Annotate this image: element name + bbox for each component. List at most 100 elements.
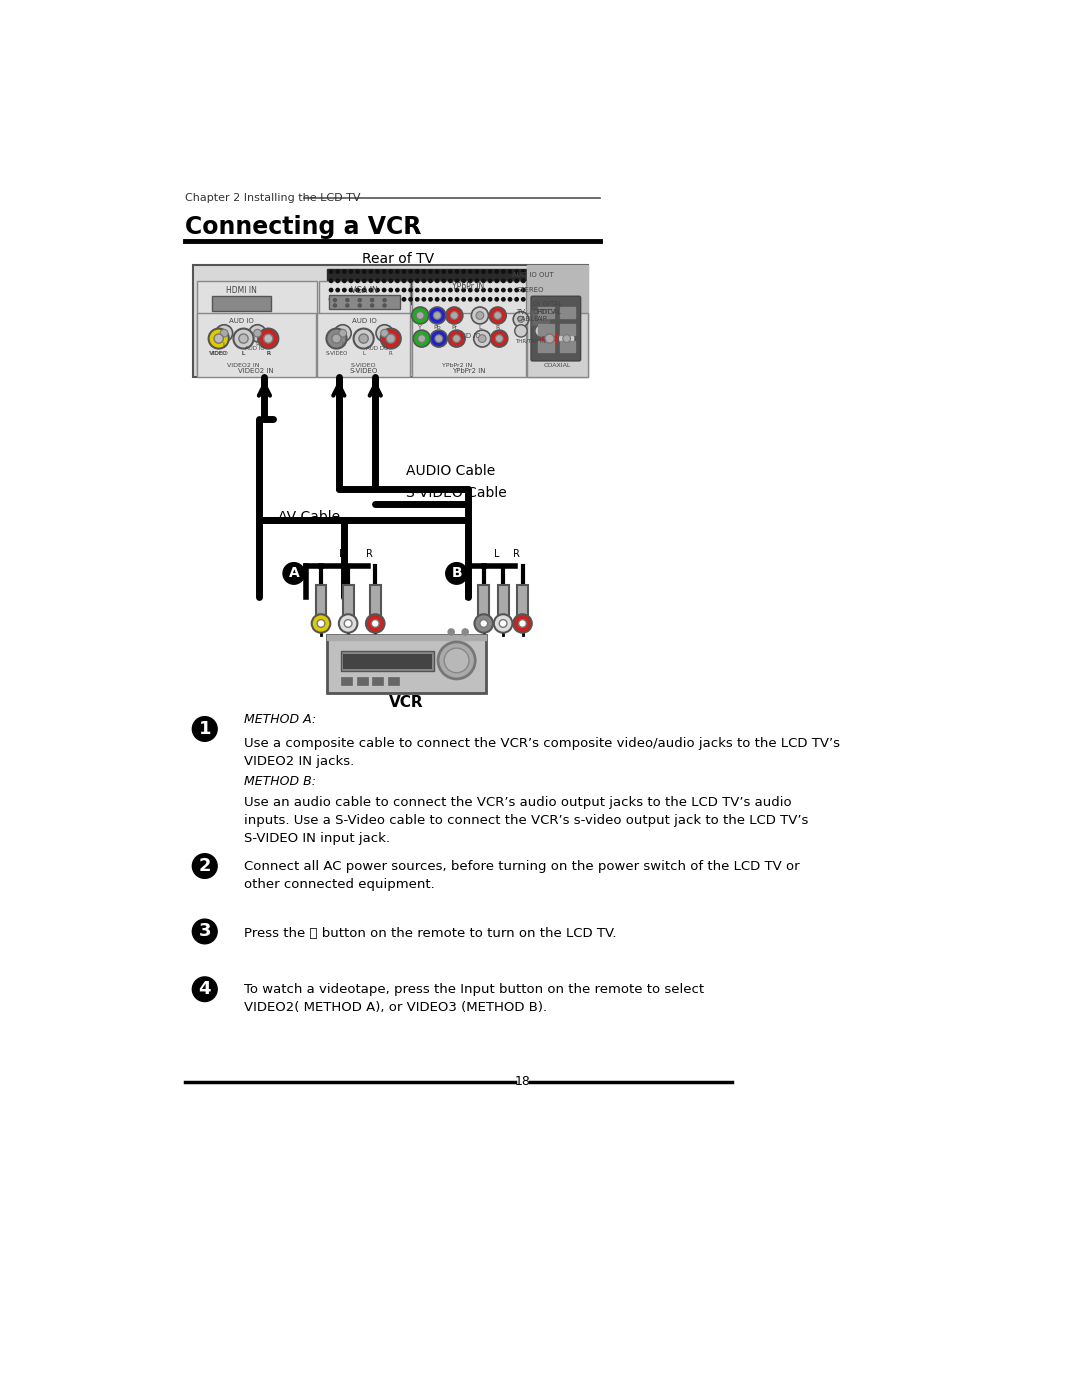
- Circle shape: [376, 298, 379, 300]
- Text: R: R: [366, 549, 373, 559]
- Text: AUD IO: AUD IO: [229, 319, 254, 324]
- Circle shape: [336, 288, 339, 292]
- Circle shape: [448, 270, 453, 274]
- Text: Pr: Pr: [451, 324, 457, 330]
- Circle shape: [339, 615, 357, 633]
- Text: THR/TRP IN: THR/TRP IN: [515, 338, 545, 344]
- Text: R: R: [382, 342, 387, 348]
- Text: R: R: [389, 352, 393, 356]
- Circle shape: [448, 629, 455, 636]
- Circle shape: [402, 279, 406, 282]
- Circle shape: [502, 298, 505, 300]
- Text: Y: Y: [418, 324, 422, 330]
- Circle shape: [522, 279, 525, 282]
- Circle shape: [382, 288, 386, 292]
- Text: METHOD B:: METHOD B:: [243, 775, 315, 788]
- Circle shape: [370, 299, 374, 302]
- Circle shape: [494, 615, 512, 633]
- Circle shape: [462, 279, 465, 282]
- Text: VIDEO2 IN: VIDEO2 IN: [227, 363, 260, 367]
- Circle shape: [346, 305, 349, 307]
- Circle shape: [318, 620, 325, 627]
- Bar: [356, 678, 367, 685]
- Circle shape: [389, 298, 392, 300]
- Circle shape: [488, 270, 491, 274]
- Circle shape: [482, 270, 485, 274]
- Circle shape: [389, 279, 392, 282]
- Circle shape: [513, 615, 531, 633]
- Circle shape: [254, 330, 261, 337]
- Circle shape: [416, 288, 419, 292]
- Bar: [327, 636, 486, 640]
- Circle shape: [429, 307, 446, 324]
- Circle shape: [563, 335, 570, 342]
- Circle shape: [469, 298, 472, 300]
- FancyBboxPatch shape: [527, 313, 589, 377]
- Circle shape: [416, 298, 419, 300]
- Text: CABLE: CABLE: [516, 316, 539, 323]
- Circle shape: [456, 288, 459, 292]
- Text: To watch a videotape, press the Input button on the remote to select
VIDEO2( MET: To watch a videotape, press the Input bu…: [243, 983, 704, 1014]
- Circle shape: [456, 279, 459, 282]
- Circle shape: [453, 335, 460, 342]
- Circle shape: [509, 270, 512, 274]
- Text: L: L: [495, 549, 500, 559]
- Circle shape: [363, 298, 366, 300]
- Circle shape: [192, 977, 217, 1002]
- Text: Use a composite cable to connect the VCR’s composite video/audio jacks to the LC: Use a composite cable to connect the VCR…: [243, 736, 839, 768]
- Circle shape: [283, 563, 305, 584]
- Circle shape: [502, 270, 505, 274]
- Text: COAXIAL: COAXIAL: [543, 363, 571, 367]
- Text: AUD IO OUT: AUD IO OUT: [512, 272, 554, 278]
- Text: L: L: [222, 342, 226, 348]
- Circle shape: [469, 279, 472, 282]
- Circle shape: [376, 279, 379, 282]
- Circle shape: [456, 298, 459, 300]
- Circle shape: [429, 270, 432, 274]
- Circle shape: [402, 270, 406, 274]
- Circle shape: [402, 298, 406, 300]
- Circle shape: [515, 279, 518, 282]
- Circle shape: [349, 298, 353, 300]
- Circle shape: [442, 270, 445, 274]
- Circle shape: [334, 324, 351, 342]
- Text: Connecting a VCR: Connecting a VCR: [186, 215, 422, 239]
- Circle shape: [329, 279, 333, 282]
- Circle shape: [382, 279, 386, 282]
- Text: S-VIDEO: S-VIDEO: [350, 367, 378, 374]
- Text: VCR: VCR: [389, 694, 424, 710]
- Circle shape: [517, 316, 524, 323]
- Circle shape: [446, 563, 468, 584]
- Circle shape: [409, 279, 413, 282]
- Text: R: R: [496, 324, 500, 330]
- Circle shape: [233, 328, 254, 349]
- Text: R: R: [266, 352, 270, 356]
- Circle shape: [475, 270, 478, 274]
- Circle shape: [482, 288, 485, 292]
- Text: R: R: [255, 342, 259, 348]
- Circle shape: [356, 298, 360, 300]
- Circle shape: [342, 270, 346, 274]
- Bar: [538, 307, 554, 317]
- Bar: [538, 324, 554, 335]
- Circle shape: [395, 270, 399, 274]
- Circle shape: [248, 324, 266, 342]
- Circle shape: [416, 279, 419, 282]
- Circle shape: [475, 298, 478, 300]
- Circle shape: [416, 312, 424, 320]
- Circle shape: [349, 288, 353, 292]
- FancyBboxPatch shape: [411, 281, 526, 373]
- Circle shape: [258, 328, 279, 349]
- Text: Use an audio cable to connect the VCR’s audio output jacks to the LCD TV’s audio: Use an audio cable to connect the VCR’s …: [243, 796, 808, 845]
- Circle shape: [416, 270, 419, 274]
- Circle shape: [518, 620, 526, 627]
- Text: B: B: [451, 566, 462, 580]
- Circle shape: [359, 305, 362, 307]
- Circle shape: [545, 334, 554, 344]
- Circle shape: [220, 330, 228, 337]
- Text: Connect all AC power sources, before turning on the power switch of the LCD TV o: Connect all AC power sources, before tur…: [243, 861, 799, 891]
- Text: VIDEO: VIDEO: [208, 352, 229, 356]
- Circle shape: [382, 270, 386, 274]
- Circle shape: [402, 288, 406, 292]
- Circle shape: [329, 288, 333, 292]
